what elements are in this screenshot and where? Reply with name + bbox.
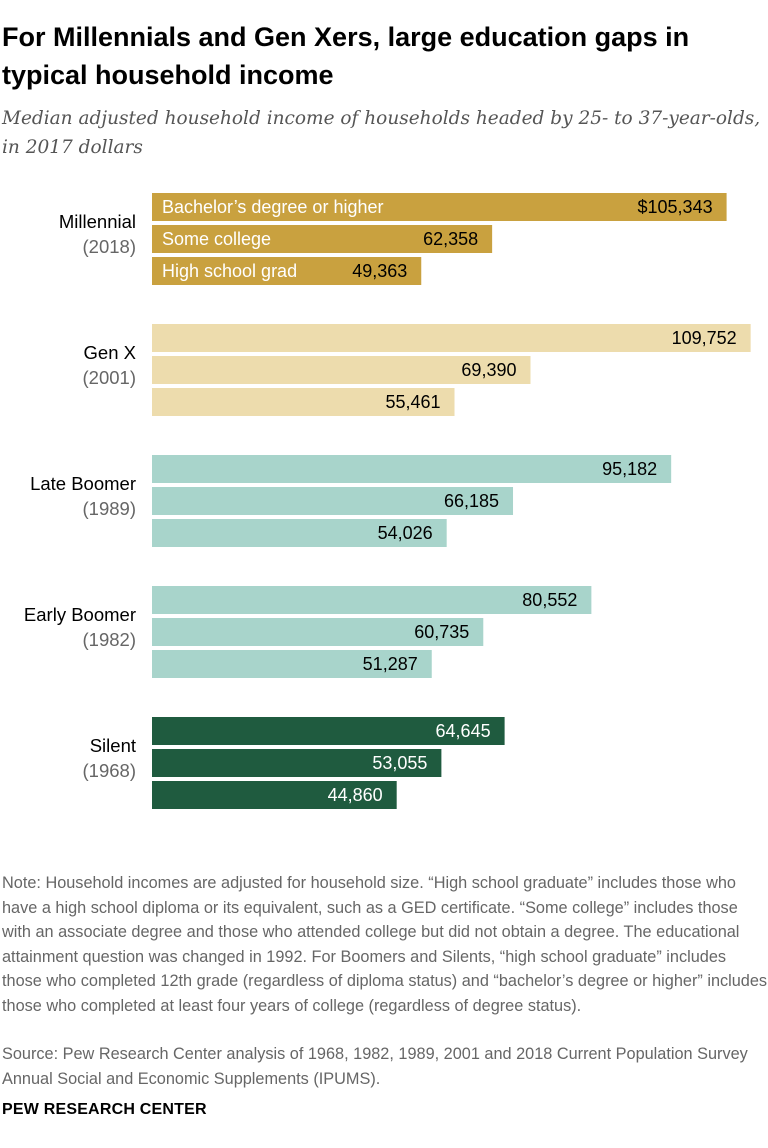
bar-early-boomer-1 [152, 618, 484, 646]
group-year-gen-x: (2001) [83, 367, 136, 388]
bar-value-label: 62,358 [423, 229, 478, 249]
bar-late-boomer-2 [152, 519, 447, 547]
bar-value-label: 51,287 [363, 654, 418, 674]
bar-early-boomer-2 [152, 650, 432, 678]
group-year-millennial: (2018) [83, 236, 136, 257]
group-label-early-boomer: Early Boomer [24, 604, 136, 625]
bar-late-boomer-1 [152, 487, 514, 515]
bar-value-label: 44,860 [328, 785, 383, 805]
bar-value-label: 54,026 [378, 523, 433, 543]
series-label: High school grad [162, 261, 297, 281]
bar-gen-x-2 [152, 388, 455, 416]
group-year-late-boomer: (1989) [83, 498, 136, 519]
bar-silent-1 [152, 749, 442, 777]
bar-value-label: $105,343 [638, 197, 713, 217]
group-label-millennial: Millennial [59, 211, 136, 232]
bar-value-label: 109,752 [672, 328, 737, 348]
bar-millennial-1 [152, 225, 493, 253]
chart-note: Note: Household incomes are adjusted for… [2, 874, 768, 1015]
bar-value-label: 64,645 [436, 721, 491, 741]
group-label-silent: Silent [90, 735, 136, 756]
pew-logo-text: PEW RESEARCH CENTER [2, 1101, 207, 1118]
bar-value-label: 55,461 [385, 392, 440, 412]
bar-value-label: 60,735 [414, 622, 469, 642]
group-year-early-boomer: (1982) [83, 629, 136, 650]
bar-silent-0 [152, 717, 505, 745]
group-label-gen-x: Gen X [84, 342, 136, 363]
bar-millennial-2 [152, 257, 422, 285]
bar-millennial-0 [152, 193, 727, 221]
bar-early-boomer-0 [152, 586, 592, 614]
bar-late-boomer-0 [152, 455, 672, 483]
bar-silent-2 [152, 781, 397, 809]
bar-value-label: 49,363 [352, 261, 407, 281]
bar-gen-x-1 [152, 356, 531, 384]
chart-source: Source: Pew Research Center analysis of … [2, 1045, 748, 1088]
group-label-late-boomer: Late Boomer [30, 473, 136, 494]
bar-gen-x-0 [152, 324, 751, 352]
bar-value-label: 66,185 [444, 491, 499, 511]
bar-chart: Millennial (2018) $105,343 Bachelor’s degre… [24, 193, 751, 809]
series-label: Bachelor’s degree or higher [162, 197, 383, 217]
group-year-silent: (1968) [83, 760, 136, 781]
series-label: Some college [162, 229, 271, 249]
chart-subtitle: Median adjusted household income of hous… [2, 108, 761, 158]
bar-value-label: 53,055 [372, 753, 427, 773]
bar-value-label: 80,552 [522, 590, 577, 610]
bar-value-label: 95,182 [602, 459, 657, 479]
bar-value-label: 69,390 [461, 360, 516, 380]
chart-title: For Millennials and Gen Xers, large educ… [2, 22, 690, 90]
